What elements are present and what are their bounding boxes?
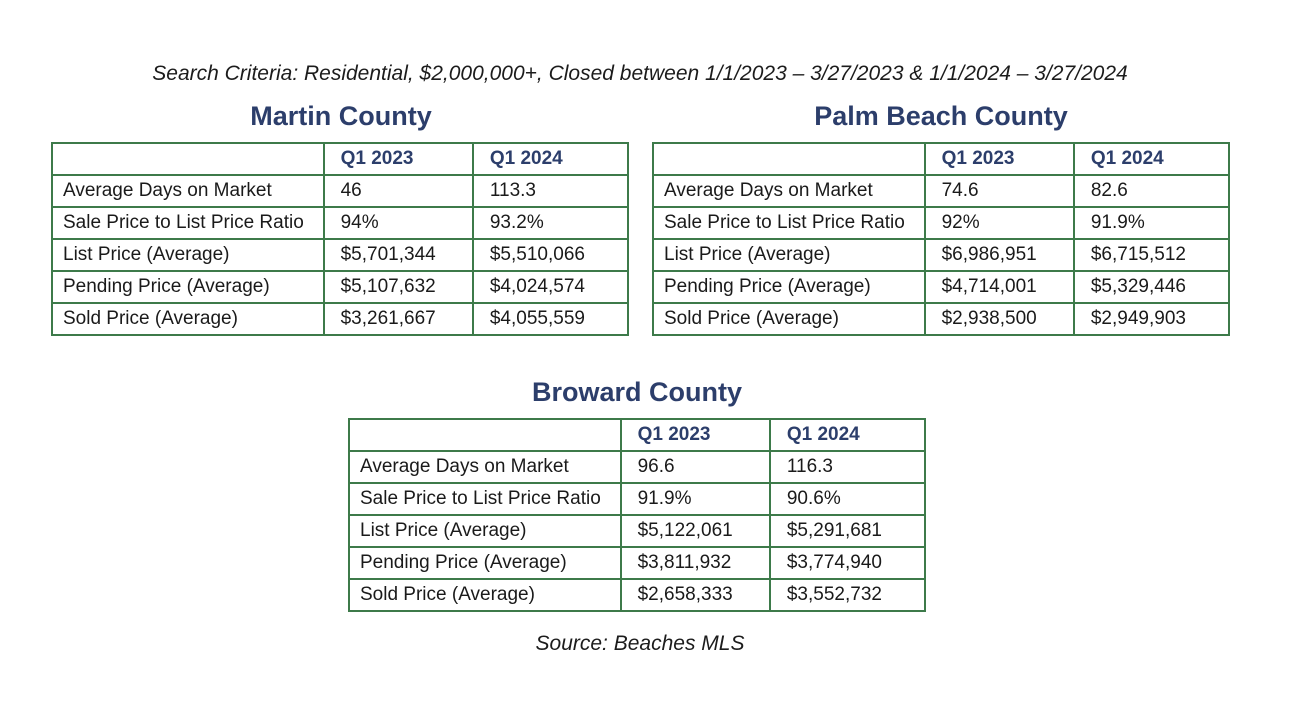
cell-q1-2023: $6,986,951 — [923, 238, 1075, 272]
table-row: Sold Price (Average) $2,938,500 $2,949,9… — [652, 302, 1231, 336]
table-row: Pending Price (Average) $5,107,632 $4,02… — [51, 270, 630, 304]
cell-q1-2023: $5,701,344 — [322, 238, 474, 272]
palm-beach-county-table: Q1 2023 Q1 2024 Average Days on Market 7… — [652, 142, 1231, 336]
source-note: Source: Beaches MLS — [535, 632, 745, 655]
cell-q1-2023: $5,107,632 — [322, 270, 474, 304]
cell-q1-2023: $3,261,667 — [322, 302, 474, 336]
header-cell-q1-2024: Q1 2024 — [1072, 142, 1231, 176]
cell-q1-2024: 82.6 — [1072, 174, 1231, 208]
cell-q1-2024: $3,552,732 — [768, 578, 927, 612]
header-cell-q1-2023: Q1 2023 — [619, 418, 771, 452]
cell-q1-2023: $3,811,932 — [619, 546, 771, 580]
cell-q1-2024: $2,949,903 — [1072, 302, 1231, 336]
martin-county-table: Q1 2023 Q1 2024 Average Days on Market 4… — [51, 142, 630, 336]
cell-q1-2024: $4,024,574 — [471, 270, 630, 304]
header-cell-q1-2023: Q1 2023 — [322, 142, 474, 176]
cell-q1-2023: 91.9% — [619, 482, 771, 516]
cell-q1-2024: $4,055,559 — [471, 302, 630, 336]
cell-q1-2023: $2,938,500 — [923, 302, 1075, 336]
cell-q1-2023: 96.6 — [619, 450, 771, 484]
header-cell-empty — [348, 418, 622, 452]
header-cell-empty — [51, 142, 325, 176]
table-row: Average Days on Market 96.6 116.3 — [348, 450, 927, 484]
row-label: Pending Price (Average) — [348, 546, 622, 580]
header-cell-q1-2024: Q1 2024 — [768, 418, 927, 452]
cell-q1-2024: 90.6% — [768, 482, 927, 516]
row-label: Average Days on Market — [51, 174, 325, 208]
cell-q1-2024: $5,329,446 — [1072, 270, 1231, 304]
header-cell-q1-2023: Q1 2023 — [923, 142, 1075, 176]
header-cell-empty — [652, 142, 926, 176]
martin-county-title: Martin County — [250, 101, 432, 131]
cell-q1-2024: $5,291,681 — [768, 514, 927, 548]
table-row: List Price (Average) $6,986,951 $6,715,5… — [652, 238, 1231, 272]
row-label: Pending Price (Average) — [51, 270, 325, 304]
row-label: List Price (Average) — [51, 238, 325, 272]
row-label: Sold Price (Average) — [51, 302, 325, 336]
cell-q1-2023: $4,714,001 — [923, 270, 1075, 304]
table-header-row: Q1 2023 Q1 2024 — [51, 142, 630, 176]
row-label: Sale Price to List Price Ratio — [51, 206, 325, 240]
row-label: Sold Price (Average) — [348, 578, 622, 612]
table-row: Pending Price (Average) $4,714,001 $5,32… — [652, 270, 1231, 304]
row-label: Sale Price to List Price Ratio — [652, 206, 926, 240]
row-label: Sale Price to List Price Ratio — [348, 482, 622, 516]
table-row: Sale Price to List Price Ratio 94% 93.2% — [51, 206, 630, 240]
cell-q1-2024: 91.9% — [1072, 206, 1231, 240]
cell-q1-2024: $3,774,940 — [768, 546, 927, 580]
table-row: Average Days on Market 46 113.3 — [51, 174, 630, 208]
broward-county-title: Broward County — [531, 377, 742, 407]
table-row: Pending Price (Average) $3,811,932 $3,77… — [348, 546, 927, 580]
row-label: Average Days on Market — [652, 174, 926, 208]
table-row: Average Days on Market 74.6 82.6 — [652, 174, 1231, 208]
cell-q1-2023: $2,658,333 — [619, 578, 771, 612]
cell-q1-2023: 92% — [923, 206, 1075, 240]
table-row: List Price (Average) $5,701,344 $5,510,0… — [51, 238, 630, 272]
cell-q1-2024: 113.3 — [471, 174, 630, 208]
cell-q1-2023: $5,122,061 — [619, 514, 771, 548]
table-row: List Price (Average) $5,122,061 $5,291,6… — [348, 514, 927, 548]
cell-q1-2023: 74.6 — [923, 174, 1075, 208]
cell-q1-2023: 94% — [322, 206, 474, 240]
row-label: List Price (Average) — [348, 514, 622, 548]
table-row: Sale Price to List Price Ratio 91.9% 90.… — [348, 482, 927, 516]
row-label: Sold Price (Average) — [652, 302, 926, 336]
search-criteria: Search Criteria: Residential, $2,000,000… — [152, 62, 1128, 85]
row-label: Average Days on Market — [348, 450, 622, 484]
table-row: Sold Price (Average) $2,658,333 $3,552,7… — [348, 578, 927, 612]
cell-q1-2024: $5,510,066 — [471, 238, 630, 272]
row-label: List Price (Average) — [652, 238, 926, 272]
header-cell-q1-2024: Q1 2024 — [471, 142, 630, 176]
cell-q1-2024: $6,715,512 — [1072, 238, 1231, 272]
table-header-row: Q1 2023 Q1 2024 — [348, 418, 927, 452]
cell-q1-2024: 93.2% — [471, 206, 630, 240]
table-header-row: Q1 2023 Q1 2024 — [652, 142, 1231, 176]
cell-q1-2023: 46 — [322, 174, 474, 208]
broward-county-table: Q1 2023 Q1 2024 Average Days on Market 9… — [348, 418, 927, 612]
table-row: Sold Price (Average) $3,261,667 $4,055,5… — [51, 302, 630, 336]
table-row: Sale Price to List Price Ratio 92% 91.9% — [652, 206, 1231, 240]
row-label: Pending Price (Average) — [652, 270, 926, 304]
palm-beach-county-title: Palm Beach County — [814, 101, 1068, 131]
cell-q1-2024: 116.3 — [768, 450, 927, 484]
